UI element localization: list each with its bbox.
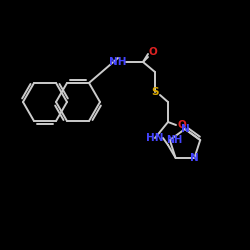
Text: S: S [151, 87, 159, 97]
Text: NH: NH [166, 135, 182, 145]
Text: N: N [180, 124, 190, 134]
Text: O: O [178, 120, 186, 130]
Text: N: N [190, 153, 199, 163]
Text: O: O [148, 47, 158, 57]
Text: HN: HN [146, 133, 164, 143]
Text: NH: NH [109, 57, 127, 67]
